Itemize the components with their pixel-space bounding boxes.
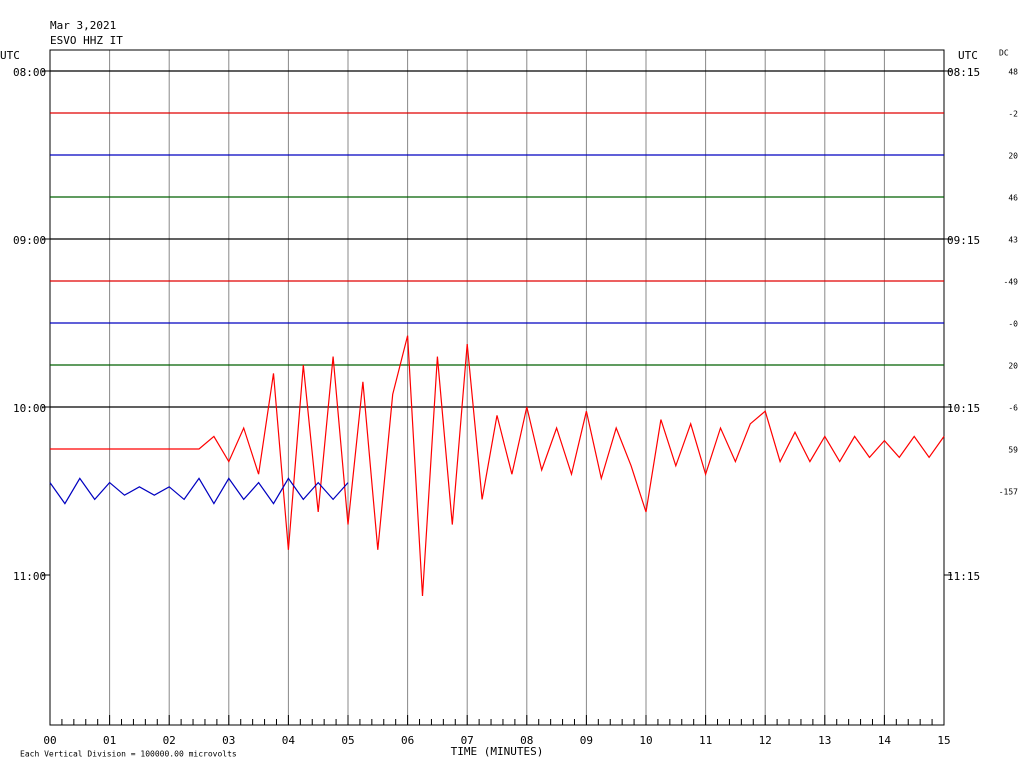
x-tick-label: 05 — [341, 734, 354, 747]
x-tick-label: 11 — [699, 734, 712, 747]
dc-value: -6 — [1008, 404, 1018, 413]
dc-value: -49 — [1004, 278, 1019, 287]
utc-right: UTC — [958, 49, 978, 62]
dc-value: -2 — [1008, 110, 1018, 119]
date: Mar 3,2021 — [50, 19, 116, 32]
plot-frame — [49, 49, 945, 726]
x-tick-label: 14 — [878, 734, 892, 747]
dc-value: 20 — [1008, 362, 1018, 371]
dc-value: -157 — [999, 488, 1018, 497]
dc-value: 48 — [1008, 68, 1018, 77]
x-tick-label: 12 — [759, 734, 772, 747]
time-label-left: 08:00 — [13, 66, 46, 79]
dc-value: 20 — [1008, 152, 1018, 161]
x-tick-label: 03 — [222, 734, 235, 747]
x-tick-label: 06 — [401, 734, 414, 747]
time-label-right: 11:15 — [947, 570, 980, 583]
dc-value: 46 — [1008, 194, 1018, 203]
time-label-right: 10:15 — [947, 402, 980, 415]
x-tick-label: 00 — [43, 734, 56, 747]
seismic-trace — [50, 335, 945, 597]
time-label-right: 09:15 — [947, 234, 980, 247]
x-tick-label: 13 — [818, 734, 831, 747]
time-label-left: 10:00 — [13, 402, 46, 415]
dc-value: 59 — [1008, 446, 1018, 455]
x-tick-label: 07 — [461, 734, 474, 747]
dc-value: 43 — [1008, 236, 1018, 245]
x-tick-label: 10 — [639, 734, 652, 747]
x-tick-label: 02 — [163, 734, 176, 747]
x-tick-label: 04 — [282, 734, 296, 747]
x-tick-label: 09 — [580, 734, 593, 747]
utc-left: UTC — [0, 49, 20, 62]
x-tick-label: 08 — [520, 734, 533, 747]
x-axis-label: TIME (MINUTES) — [451, 745, 544, 758]
dc-title: DC — [999, 49, 1009, 58]
x-tick-label: 01 — [103, 734, 116, 747]
x-tick-label: 15 — [937, 734, 950, 747]
dc-value: -0 — [1008, 320, 1018, 329]
seismic-trace — [49, 477, 349, 505]
time-label-right: 08:15 — [947, 66, 980, 79]
time-label-left: 11:00 — [13, 570, 46, 583]
station: ESVO HHZ IT — [50, 34, 123, 47]
time-label-left: 09:00 — [13, 234, 46, 247]
footer-note: Each Vertical Division = 100000.00 micro… — [20, 750, 237, 759]
